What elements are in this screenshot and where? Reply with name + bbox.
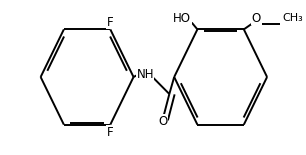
Text: O: O — [252, 11, 261, 24]
Text: NH: NH — [136, 67, 154, 80]
Text: CH₃: CH₃ — [282, 13, 303, 23]
Text: F: F — [107, 126, 114, 139]
Text: O: O — [158, 115, 167, 128]
Text: HO: HO — [173, 11, 191, 24]
Text: F: F — [107, 16, 114, 29]
